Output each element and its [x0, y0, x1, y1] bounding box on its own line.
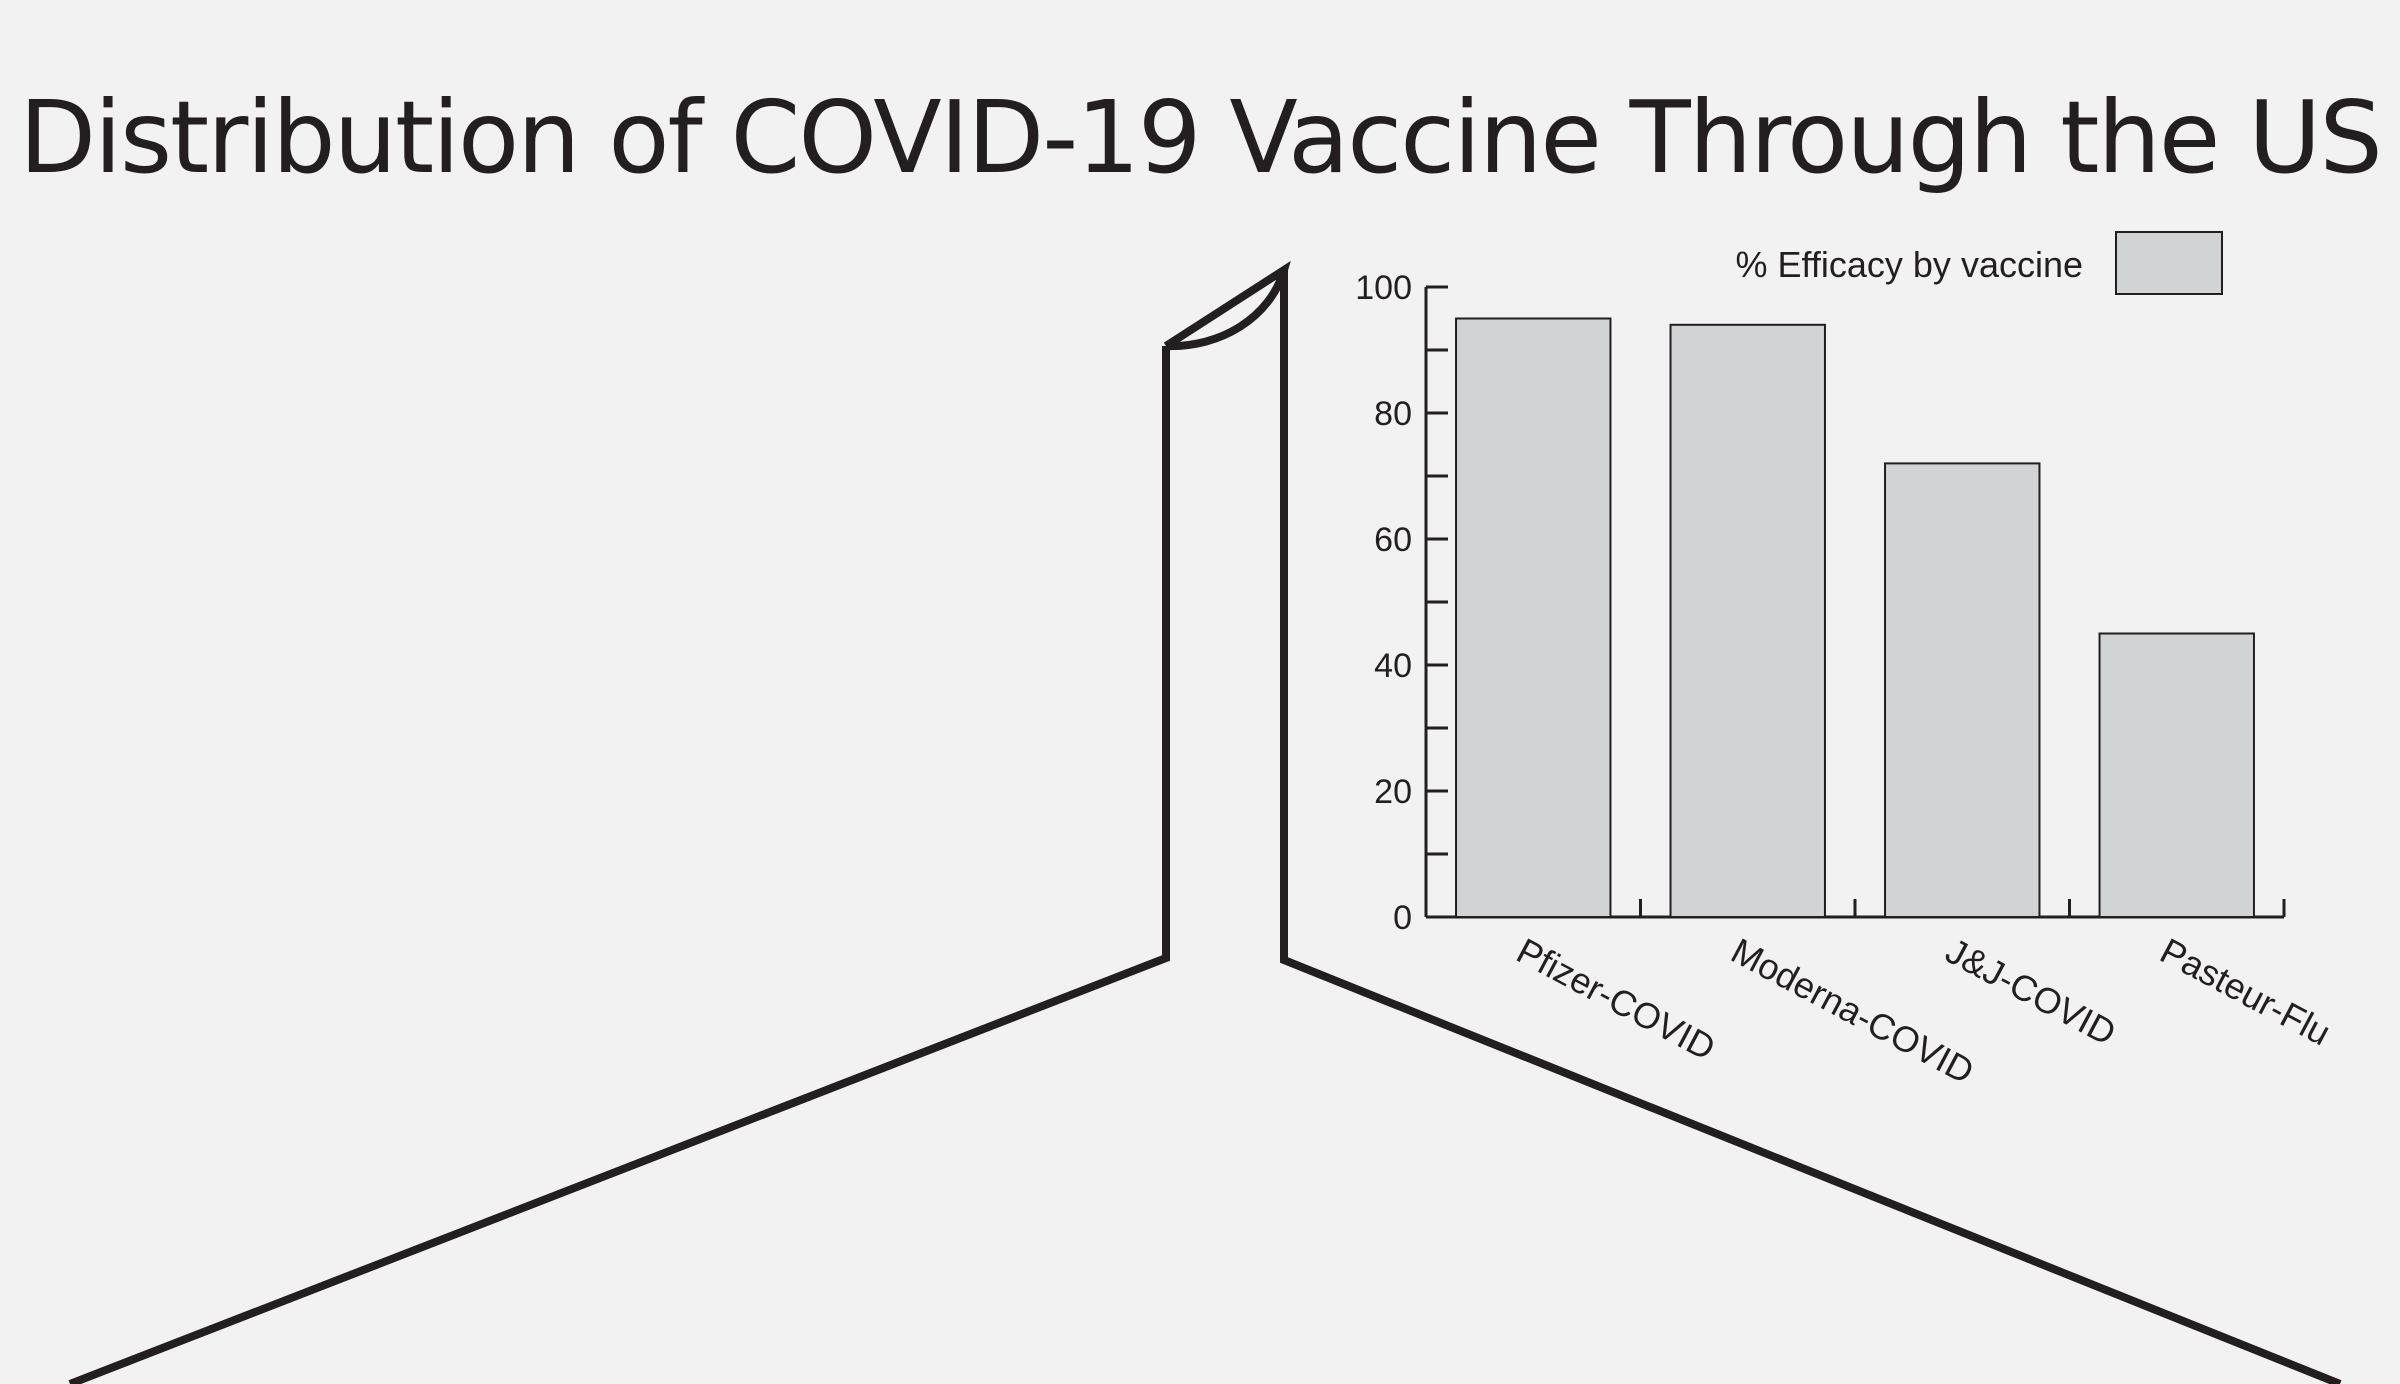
x-tick-label: J&J-COVID [1939, 930, 2122, 1054]
bar-pasteur-flu [2098, 632, 2255, 918]
bar-j-j-covid [1884, 462, 2041, 918]
x-tick-label: Pasteur-Flu [2154, 930, 2338, 1054]
x-tick-label: Moderna-COVID [1725, 930, 1981, 1092]
axes: 0 20 40 60 80 100 [1355, 269, 2286, 937]
needle-left-wall [68, 346, 1170, 1384]
needle-tip-bevel [1163, 260, 1291, 351]
legend-swatch [2115, 231, 2223, 295]
bar-moderna-covid [1669, 323, 1826, 918]
y-tick-label: 20 [1374, 773, 1412, 811]
syringe-needle-outline [68, 260, 2342, 1384]
y-tick-label: 40 [1374, 647, 1412, 685]
y-tick-label: 0 [1393, 899, 1412, 937]
bars [1455, 317, 2255, 918]
legend: % Efficacy by vaccine [1736, 231, 2223, 295]
bar-pfizer-covid [1455, 317, 1612, 918]
needle-right-wall [1280, 270, 2342, 1384]
x-tick-label: Pfizer-COVID [1510, 930, 1722, 1069]
y-tick-label: 80 [1374, 395, 1412, 433]
y-tick-label: 60 [1374, 521, 1412, 559]
chart-title: Distribution of COVID-19 Vaccine Through… [19, 79, 2381, 196]
legend-label: % Efficacy by vaccine [1736, 244, 2083, 285]
y-tick-label: 100 [1355, 269, 1412, 307]
